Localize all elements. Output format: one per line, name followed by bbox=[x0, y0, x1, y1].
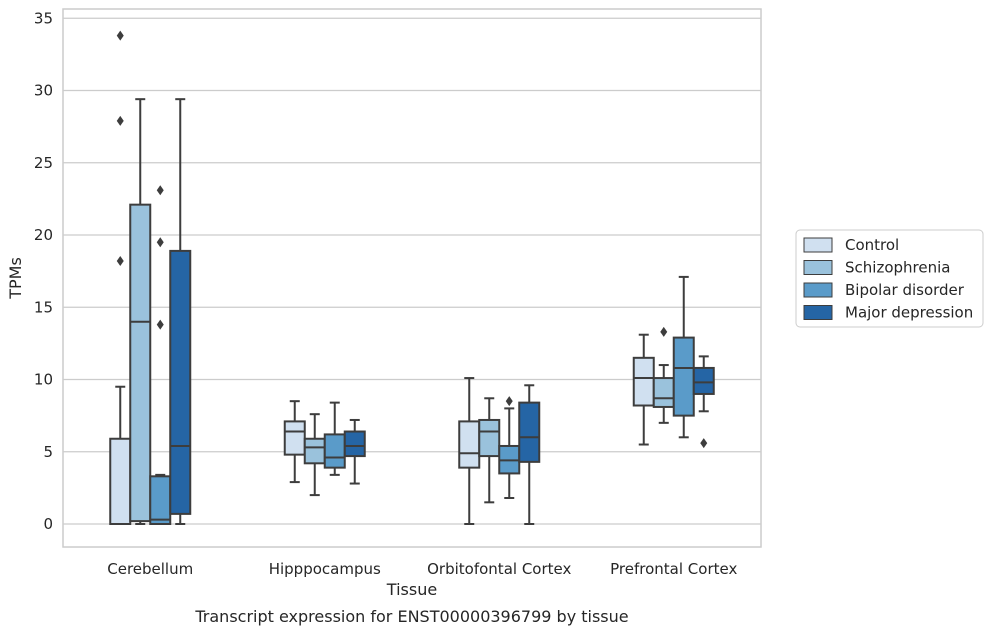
box bbox=[109, 30, 132, 525]
outlier-point bbox=[505, 396, 513, 407]
legend-frame bbox=[795, 229, 984, 328]
outlier-point bbox=[156, 185, 164, 196]
outlier-point bbox=[116, 30, 124, 41]
box bbox=[498, 396, 521, 499]
legend: Control Schizophrenia Bipolar disorder Majo… bbox=[795, 229, 984, 328]
box-body bbox=[632, 356, 655, 407]
box bbox=[149, 185, 172, 526]
x-tick-label: Cerebellum bbox=[107, 560, 193, 578]
box bbox=[518, 384, 541, 525]
y-tick-label: 20 bbox=[34, 226, 53, 244]
box-body bbox=[652, 377, 675, 408]
outlier-point bbox=[660, 326, 668, 337]
y-tick-label: 5 bbox=[43, 443, 53, 461]
outlier-point bbox=[116, 115, 124, 126]
x-tick-label: Hipppocampus bbox=[269, 560, 381, 578]
outlier-point bbox=[156, 319, 164, 330]
box-body bbox=[692, 366, 715, 395]
y-axis-label: TPMs bbox=[6, 257, 25, 300]
legend-label: Bipolar disorder bbox=[845, 281, 965, 299]
x-axis-label: Tissue bbox=[386, 580, 437, 599]
y-tick-label: 15 bbox=[34, 298, 53, 316]
box bbox=[458, 377, 481, 525]
plot-area bbox=[63, 9, 761, 547]
box bbox=[478, 397, 501, 504]
box bbox=[323, 401, 346, 476]
y-tick-label: 35 bbox=[34, 9, 53, 27]
box-body bbox=[323, 433, 346, 469]
box-body bbox=[478, 418, 501, 458]
box bbox=[692, 355, 715, 449]
plot-frame bbox=[62, 8, 762, 548]
x-tick-labels: Cerebellum Hipppocampus Orbitofontal Corte… bbox=[107, 560, 737, 578]
y-tick-label: 25 bbox=[34, 154, 53, 172]
box-body bbox=[129, 203, 152, 523]
box-body bbox=[343, 430, 366, 458]
box bbox=[129, 98, 152, 525]
legend-label: Control bbox=[845, 236, 899, 254]
box bbox=[169, 98, 192, 525]
y-tick-labels: 0 5 10 15 20 25 30 35 bbox=[34, 9, 53, 533]
box-groups bbox=[109, 30, 715, 526]
box-body bbox=[303, 437, 326, 465]
outlier-point bbox=[116, 256, 124, 267]
box-body bbox=[518, 401, 541, 463]
box-body bbox=[109, 437, 132, 525]
box-body bbox=[283, 420, 306, 456]
y-tick-label: 30 bbox=[34, 82, 53, 100]
x-tick-label: Orbitofontal Cortex bbox=[427, 560, 571, 578]
outlier-point bbox=[156, 237, 164, 248]
outlier-point bbox=[700, 438, 708, 449]
box bbox=[343, 418, 366, 485]
legend-swatch bbox=[803, 260, 833, 275]
legend-swatch bbox=[803, 282, 833, 298]
box-body bbox=[458, 420, 481, 469]
legend-label: Major depression bbox=[845, 304, 973, 322]
box-body bbox=[149, 475, 172, 526]
legend-swatch bbox=[803, 237, 833, 253]
y-tick-label: 10 bbox=[34, 371, 53, 389]
chart-caption: Transcript expression for ENST0000039679… bbox=[194, 607, 628, 626]
box bbox=[652, 326, 675, 424]
y-tick-label: 0 bbox=[43, 515, 53, 533]
box-body bbox=[672, 336, 695, 417]
legend-label: Schizophrenia bbox=[845, 259, 950, 277]
box-body bbox=[169, 249, 192, 515]
x-tick-label: Prefrontal Cortex bbox=[610, 560, 737, 578]
legend-swatch bbox=[803, 305, 833, 320]
